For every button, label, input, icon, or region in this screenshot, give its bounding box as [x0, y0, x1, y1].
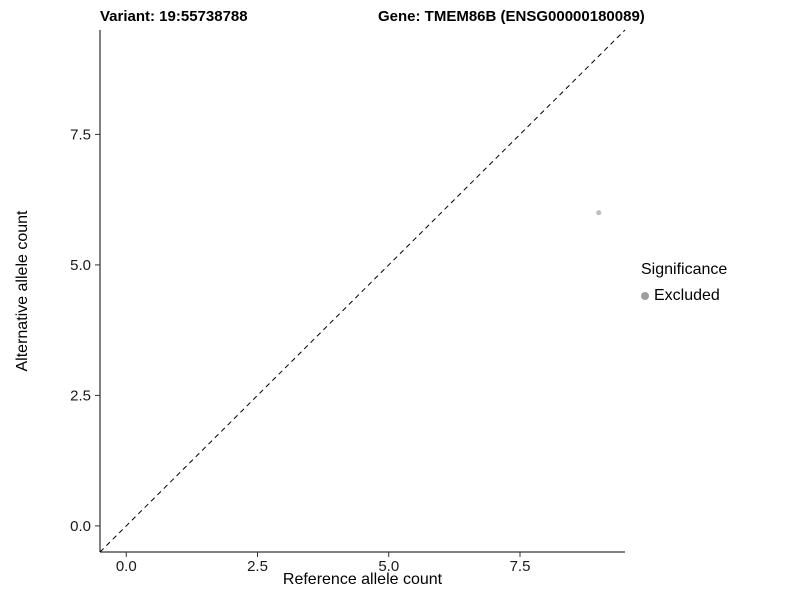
legend: Significance Excluded	[641, 261, 727, 305]
x-tick-label: 7.5	[510, 558, 531, 575]
x-tick-label: 2.5	[247, 558, 268, 575]
x-axis-label: Reference allele count	[282, 571, 443, 588]
y-axis-label: Alternative allele count	[14, 210, 31, 372]
plot-title-variant: Variant: 19:55738788	[100, 8, 248, 25]
legend-item-label: Excluded	[654, 287, 720, 304]
y-tick-label: 5.0	[70, 257, 91, 274]
y-tick-label: 2.5	[70, 387, 91, 404]
data-point	[596, 210, 602, 216]
identity-dashed-line	[99, 29, 626, 553]
x-tick-label: 0.0	[116, 558, 137, 575]
y-tick-label: 0.0	[70, 518, 91, 535]
x-tick-label: 5.0	[378, 558, 399, 575]
legend-item-excluded: Excluded	[641, 287, 727, 305]
legend-point-icon	[641, 292, 649, 300]
legend-title: Significance	[641, 261, 728, 278]
plot-title-gene: Gene: TMEM86B (ENSG00000180089)	[378, 8, 645, 25]
y-tick-label: 7.5	[70, 126, 91, 143]
